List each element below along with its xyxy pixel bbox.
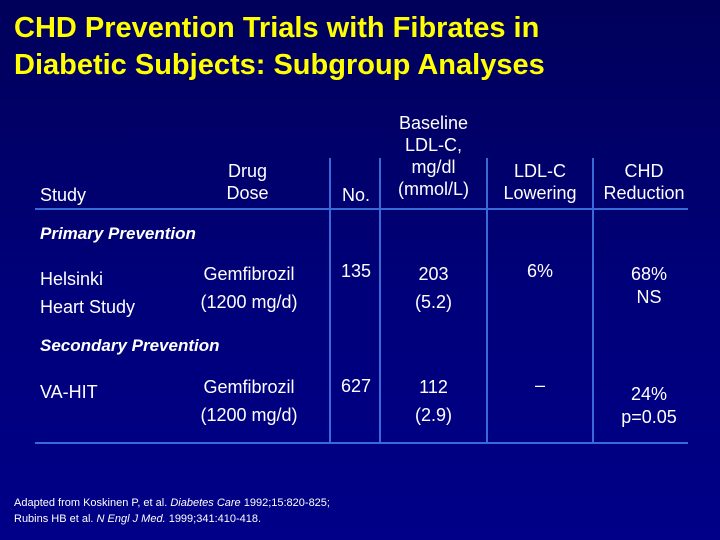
slide-title-line-2: Diabetic Subjects: Subgroup Analyses bbox=[14, 49, 545, 81]
citation-1-details: 1992;15:820-825; bbox=[240, 497, 330, 509]
header-baseline-line-2: LDL-C, bbox=[404, 135, 462, 155]
header-reduction-line-1: CHD bbox=[624, 161, 664, 181]
table-row-2-lowering: – bbox=[534, 375, 545, 395]
header-rule bbox=[35, 208, 688, 210]
row-1-baseline-line-1: 203 bbox=[418, 264, 449, 284]
row-2-drug-line-1: Gemfibrozil bbox=[203, 377, 295, 397]
slide-title: CHD Prevention Trials with Fibrates in D… bbox=[14, 10, 714, 84]
column-divider-4 bbox=[592, 158, 594, 444]
header-lowering-line-1: LDL-C bbox=[513, 161, 566, 181]
citation-2-authors: Rubins HB et al. bbox=[14, 513, 97, 525]
citation-2-details: 1999;341:410-418. bbox=[165, 513, 262, 525]
row-1-drug-line-1: Gemfibrozil bbox=[203, 264, 295, 284]
table-row-1-study: Helsinki Heart Study bbox=[40, 265, 135, 321]
header-drug-dose: Drug Dose bbox=[205, 160, 290, 204]
table-row-1-reduction: 68% NS bbox=[594, 263, 704, 309]
header-lowering-line-2: Lowering bbox=[503, 183, 577, 203]
table-row-2-baseline: 112 (2.9) bbox=[381, 373, 486, 429]
row-1-reduction-line-2: NS bbox=[636, 287, 662, 307]
table-row-1-baseline: 203 (5.2) bbox=[381, 260, 486, 316]
citation-line-2: Rubins HB et al. N Engl J Med. 1999;341:… bbox=[14, 511, 330, 527]
column-divider-3 bbox=[486, 158, 488, 444]
row-2-study-line-1: VA-HIT bbox=[40, 382, 98, 402]
header-baseline-line-3: mg/dl bbox=[411, 157, 456, 177]
row-1-baseline-line-2: (5.2) bbox=[414, 292, 452, 312]
row-2-reduction-line-1: 24% bbox=[630, 384, 668, 404]
table-row-2-study: VA-HIT bbox=[40, 378, 98, 406]
section-primary-prevention: Primary Prevention bbox=[40, 224, 196, 243]
table-row-2-reduction: 24% p=0.05 bbox=[594, 383, 704, 429]
table-row-1-drug: Gemfibrozil (1200 mg/d) bbox=[190, 260, 308, 316]
row-2-baseline-line-1: 112 bbox=[419, 377, 448, 397]
row-1-study-line-2: Heart Study bbox=[40, 297, 136, 317]
header-drug-line-1: Drug bbox=[227, 161, 267, 181]
row-1-reduction-line-1: 68% bbox=[630, 264, 668, 284]
citation-line-1: Adapted from Koskinen P, et al. Diabetes… bbox=[14, 495, 330, 511]
section-secondary-prevention: Secondary Prevention bbox=[40, 336, 220, 355]
citation-1-authors: Adapted from Koskinen P, et al. bbox=[14, 497, 171, 509]
header-baseline-line-4: (mmol/L) bbox=[398, 179, 469, 199]
table-row-2-no: 627 bbox=[340, 376, 372, 396]
table-row-2-drug: Gemfibrozil (1200 mg/d) bbox=[190, 373, 308, 429]
table-row-1-lowering: 6% bbox=[526, 261, 553, 281]
row-2-drug-line-2: (1200 mg/d) bbox=[200, 405, 298, 425]
header-ldl-lowering: LDL-C Lowering bbox=[488, 160, 592, 204]
row-2-reduction-line-2: p=0.05 bbox=[621, 407, 677, 427]
header-drug-line-2: Dose bbox=[226, 183, 269, 203]
header-reduction-line-2: Reduction bbox=[603, 183, 685, 203]
citation-2-journal: N Engl J Med. bbox=[96, 513, 166, 525]
header-no: No. bbox=[341, 185, 370, 205]
header-baseline-ldl: Baseline LDL-C, mg/dl (mmol/L) bbox=[381, 112, 486, 200]
column-divider-2 bbox=[379, 158, 381, 444]
slide-title-line-1: CHD Prevention Trials with Fibrates in bbox=[14, 12, 540, 44]
column-divider-1 bbox=[329, 158, 331, 444]
header-chd-reduction: CHD Reduction bbox=[594, 160, 694, 204]
bottom-rule bbox=[35, 442, 688, 444]
citation-footer: Adapted from Koskinen P, et al. Diabetes… bbox=[14, 495, 330, 527]
row-2-baseline-line-2: (2.9) bbox=[414, 405, 452, 425]
citation-1-journal: Diabetes Care bbox=[170, 497, 241, 509]
row-1-study-line-1: Helsinki bbox=[40, 269, 104, 289]
header-baseline-line-1: Baseline bbox=[398, 113, 469, 133]
table-row-1-no: 135 bbox=[340, 261, 372, 281]
header-study: Study bbox=[40, 185, 87, 205]
row-1-drug-line-2: (1200 mg/d) bbox=[200, 292, 298, 312]
